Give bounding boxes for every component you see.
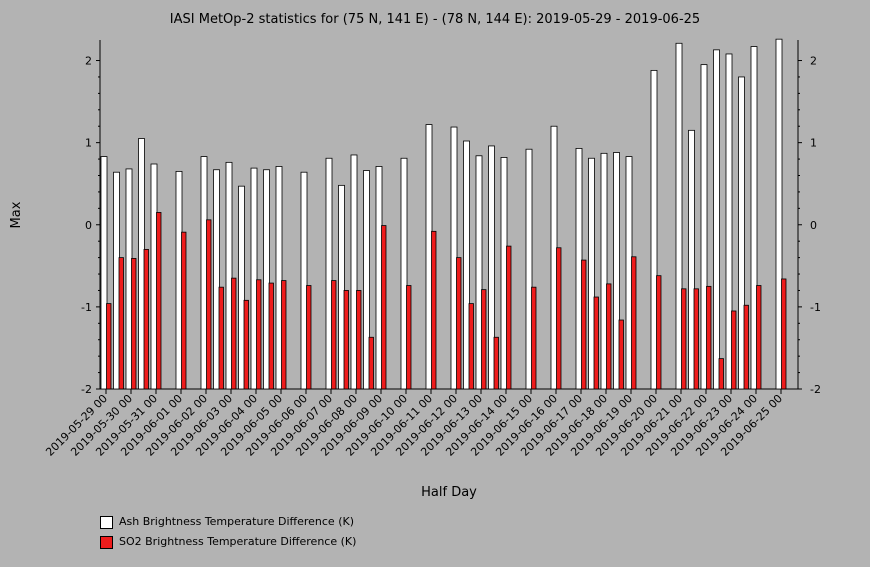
ash-bar [600,152,608,390]
bars [100,38,787,390]
ash-bar [263,169,270,390]
ash-bar [350,154,358,390]
so2-bar [406,285,412,390]
so2-bar [306,285,312,390]
so2-bar [718,358,724,390]
ash-bar [550,125,558,390]
so2-bar [231,277,237,390]
so2-bar [631,256,637,390]
ash-bar [300,171,308,390]
ash-bar [613,152,620,390]
ash-bar [650,69,658,390]
ash-bar [775,38,783,390]
ash-bar [238,185,245,390]
so2-bar [756,285,762,390]
y-tick-label-right: 0 [810,219,817,232]
so2-bar [381,225,387,390]
so2-bar [243,299,249,390]
so2-bar [218,286,224,390]
legend-label-so2: SO2 Brightness Temperature Difference (K… [119,535,357,548]
so2-bar [481,289,487,390]
so2-bar [693,288,699,390]
so2-bar [131,258,137,390]
ash-bar [575,147,583,390]
y-tick-label-right: -2 [810,383,821,396]
ash-bar [463,140,470,390]
ash-bar [325,157,333,390]
so2-bar [706,285,712,390]
so2-bar [468,303,474,390]
so2-bar [356,290,362,390]
ash-bar [750,46,758,390]
so2-bar [743,304,749,390]
so2-bar [531,286,537,390]
so2-bar [506,245,512,390]
ash-bar [738,76,745,390]
ash-bar [700,64,708,390]
so2-bar [493,336,499,390]
y-tick-label: -2 [81,383,92,396]
so2-bar [556,247,562,390]
so2-bar [143,248,149,390]
ash-bar [250,167,258,390]
so2-bar [681,288,687,390]
y-tick-label-right: 1 [810,137,817,150]
y-tick-label: -1 [81,301,92,314]
so2-bar [118,257,124,390]
ash-bar [400,157,408,390]
chart-title: IASI MetOp-2 statistics for (75 N, 141 E… [170,12,700,27]
so2-bar [106,303,112,390]
so2-bar [606,283,612,390]
so2-bar [431,230,437,390]
y-tick-label: 0 [85,219,92,232]
so2-bar [256,279,262,390]
y-tick-label-right: -1 [810,301,821,314]
so2-bar [331,280,337,390]
legend-swatch-ash [100,515,113,529]
so2-bar [281,280,287,390]
so2-bar [156,212,162,390]
legend-item-ash: Ash Brightness Temperature Difference (K… [100,512,356,532]
ash-bar [100,156,108,390]
ash-bar [688,129,695,390]
ash-bar [363,170,370,390]
ash-bar [275,166,283,390]
ash-bar [213,169,220,390]
y-tick-label: 1 [85,137,92,150]
legend-swatch-so2 [100,535,113,549]
legend-item-so2: SO2 Brightness Temperature Difference (K… [100,532,356,552]
so2-bar [368,336,374,390]
so2-bar [181,231,187,390]
so2-bar [581,259,587,390]
y-tick-label: 2 [85,55,92,68]
ash-bar [488,145,495,390]
ash-bar [113,171,120,390]
legend-label-ash: Ash Brightness Temperature Difference (K… [119,515,354,528]
y-axis-label: Max [9,201,24,228]
so2-bar [343,290,349,390]
ash-bar [525,148,533,390]
ash-bar [338,184,345,390]
so2-bar [206,219,212,390]
ash-bar [625,156,633,390]
so2-bar [268,282,274,390]
ash-bar [475,155,483,390]
ash-bar [588,157,595,390]
legend: Ash Brightness Temperature Difference (K… [100,512,356,552]
so2-bar [593,296,599,390]
ash-bar [675,42,683,390]
ash-bar [225,161,233,390]
ash-bar [725,53,733,390]
so2-bar [781,278,787,390]
ash-bar [713,49,720,390]
so2-bar [618,319,624,390]
y-tick-label-right: 2 [810,55,817,68]
so2-bar [456,257,462,390]
so2-bar [731,310,737,390]
so2-bar [656,275,662,390]
x-axis-label: Half Day [421,485,477,500]
